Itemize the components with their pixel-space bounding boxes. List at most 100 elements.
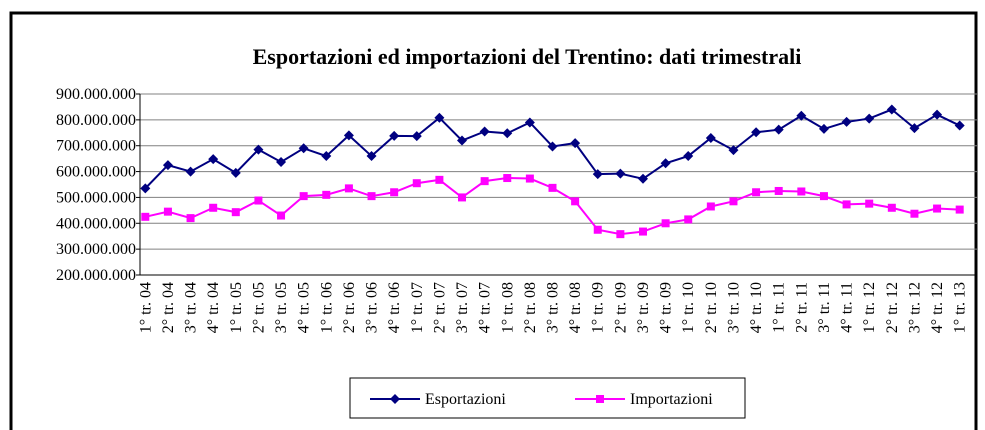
y-tick-label: 800.000.000: [56, 112, 136, 129]
x-tick-label: 1° tr. 04: [137, 282, 154, 333]
x-tick-label: 4° tr. 11: [839, 282, 856, 333]
data-point: [524, 117, 535, 128]
data-point: [458, 193, 467, 202]
data-point: [818, 123, 829, 134]
data-point: [774, 186, 783, 195]
data-point: [163, 207, 172, 216]
x-tick-label: 1° tr. 12: [861, 282, 878, 333]
x-tick-label: 3° tr. 10: [725, 282, 742, 333]
data-point: [909, 123, 920, 134]
data-point: [592, 169, 603, 180]
x-tick-label: 3° tr. 12: [906, 282, 923, 333]
x-tick-label: 4° tr. 12: [929, 282, 946, 333]
data-point: [457, 135, 468, 146]
data-point: [502, 128, 513, 139]
data-point: [412, 179, 421, 188]
x-tick-label: 1° tr. 09: [590, 282, 607, 333]
data-point: [841, 116, 852, 127]
data-point: [887, 203, 896, 212]
x-tick-label: 2° tr. 04: [160, 282, 177, 333]
x-tick-label: 1° tr. 07: [409, 282, 426, 333]
x-tick-label: 3° tr. 09: [635, 282, 652, 333]
data-point: [842, 200, 851, 209]
data-point: [864, 113, 875, 124]
data-point: [254, 196, 263, 205]
data-point: [298, 143, 309, 154]
data-point: [955, 205, 964, 214]
data-point: [728, 145, 739, 156]
data-point: [343, 130, 354, 141]
y-tick-label: 300.000.000: [56, 241, 136, 258]
x-tick-label: 3° tr. 07: [454, 282, 471, 333]
data-point: [819, 192, 828, 201]
data-point: [933, 204, 942, 213]
data-point: [322, 190, 331, 199]
data-point: [321, 151, 332, 162]
data-point: [277, 211, 286, 220]
x-tick-label: 2° tr. 06: [341, 282, 358, 333]
data-point: [616, 230, 625, 239]
data-point: [751, 127, 762, 138]
data-point: [684, 215, 693, 224]
data-point: [503, 174, 512, 183]
data-point: [162, 160, 173, 171]
data-point: [661, 219, 670, 228]
x-tick-label: 1° tr. 10: [680, 282, 697, 333]
x-tick-label: 4° tr. 04: [205, 282, 222, 333]
data-point: [910, 209, 919, 218]
data-point: [706, 202, 715, 211]
data-point: [344, 184, 353, 193]
chart-title: Esportazioni ed importazioni del Trentin…: [253, 44, 802, 69]
x-tick-label: 4° tr. 09: [658, 282, 675, 333]
data-point: [796, 110, 807, 121]
data-point: [209, 203, 218, 212]
data-point: [932, 109, 943, 120]
data-point: [366, 151, 377, 162]
data-point: [593, 225, 602, 234]
data-point: [886, 104, 897, 115]
data-point: [411, 131, 422, 142]
x-tick-label: 1° tr. 11: [771, 282, 788, 333]
x-tick-label: 2° tr. 05: [250, 282, 267, 333]
x-tick-label: 3° tr. 05: [273, 282, 290, 333]
legend-label: Importazioni: [630, 391, 713, 408]
legend-marker: [596, 395, 604, 403]
x-tick-label: 4° tr. 06: [386, 282, 403, 333]
x-tick-label: 3° tr. 11: [816, 282, 833, 333]
x-tick-label: 1° tr. 08: [499, 282, 516, 333]
frame: [9, 11, 978, 430]
data-point: [186, 214, 195, 223]
data-point: [797, 187, 806, 196]
x-tick-label: 4° tr. 10: [748, 282, 765, 333]
data-point: [571, 197, 580, 206]
data-point: [773, 124, 784, 135]
data-point: [231, 208, 240, 217]
x-tick-label: 2° tr. 11: [793, 282, 810, 333]
data-point: [435, 175, 444, 184]
x-tick-label: 2° tr. 08: [522, 282, 539, 333]
y-tick-label: 200.000.000: [56, 267, 136, 284]
data-point: [683, 151, 694, 162]
data-point: [480, 177, 489, 186]
data-point: [208, 154, 219, 165]
data-point: [185, 166, 196, 177]
data-point: [548, 183, 557, 192]
x-tick-label: 1° tr. 06: [318, 282, 335, 333]
data-point: [638, 227, 647, 236]
data-point: [525, 174, 534, 183]
data-point: [367, 192, 376, 201]
x-tick-label: 1° tr. 05: [228, 282, 245, 333]
data-point: [299, 192, 308, 201]
data-point: [660, 158, 671, 169]
x-tick-label: 3° tr. 08: [545, 282, 562, 333]
x-tick-label: 2° tr. 07: [431, 282, 448, 333]
data-point: [479, 126, 490, 137]
data-point: [390, 188, 399, 197]
y-tick-label: 600.000.000: [56, 164, 136, 181]
legend-marker: [390, 394, 400, 404]
data-point: [752, 188, 761, 197]
x-tick-label: 3° tr. 04: [183, 282, 200, 333]
y-tick-label: 700.000.000: [56, 138, 136, 155]
x-tick-label: 3° tr. 06: [364, 282, 381, 333]
data-point: [954, 120, 965, 131]
